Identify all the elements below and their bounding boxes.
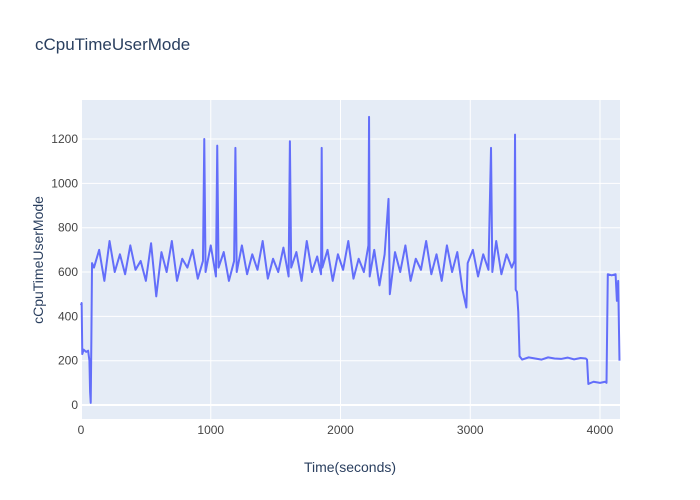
- y-tick-label: 200: [58, 354, 78, 368]
- x-axis-title: Time(seconds): [304, 459, 396, 475]
- y-axis-title: cCpuTimeUserMode: [30, 196, 46, 324]
- chart-title: cCpuTimeUserMode: [35, 35, 190, 54]
- x-tick-label: 0: [78, 423, 85, 437]
- x-tick-label: 3000: [457, 423, 484, 437]
- data-line: [80, 115, 621, 404]
- x-tick-label: 1000: [197, 423, 224, 437]
- x-tick-label: 2000: [327, 423, 354, 437]
- y-tick-label: 800: [58, 221, 78, 235]
- y-tick-label: 1000: [51, 176, 78, 190]
- y-tick-label: 1200: [51, 132, 78, 146]
- y-tick-label: 600: [58, 265, 78, 279]
- y-tick-label: 0: [71, 398, 78, 412]
- y-tick-label: 400: [58, 309, 78, 323]
- x-tick-label: 4000: [587, 423, 614, 437]
